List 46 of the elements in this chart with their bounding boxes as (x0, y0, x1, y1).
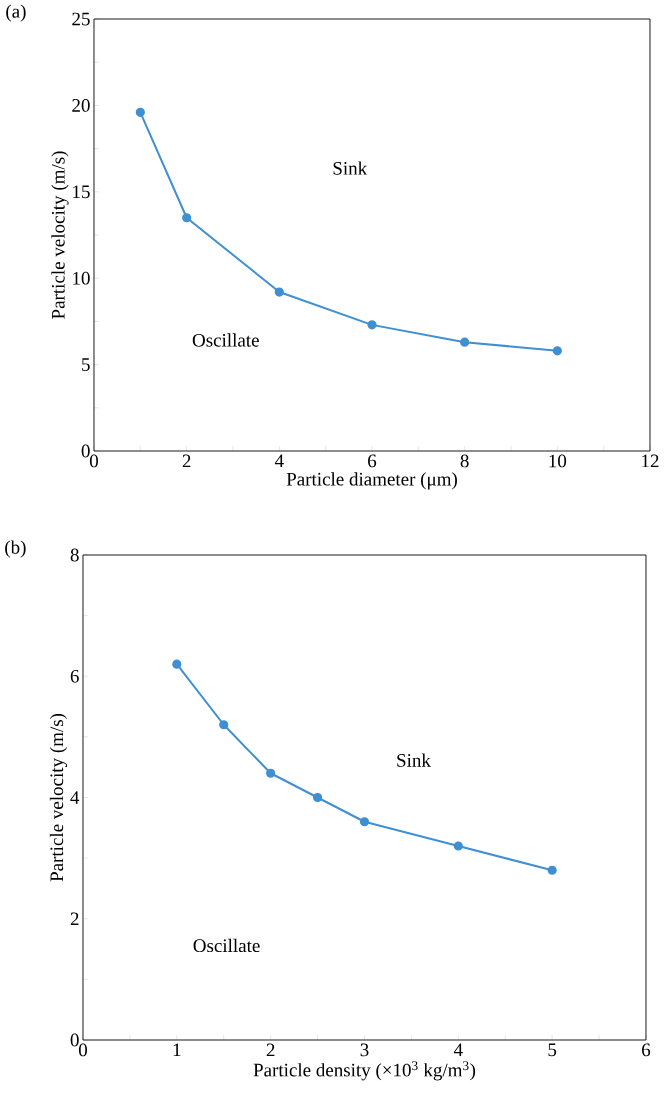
x-tick-label: 1 (173, 1043, 181, 1057)
y-tick-label: 0 (70, 1033, 79, 1047)
y-tick-label: 20 (72, 99, 90, 112)
chart-title: (b) (5, 540, 26, 558)
y-tick-label: 5 (82, 358, 90, 371)
y-tick-label: 15 (73, 185, 90, 199)
point (219, 720, 229, 730)
point (312, 792, 323, 803)
chart-title: (a) (6, 4, 26, 22)
point (172, 659, 182, 669)
point (182, 213, 192, 223)
x-axis-title: Particle density (×10$^{3}$ kg/m$^{3}$) (253, 1061, 476, 1081)
x-tick-label: 2 (266, 1043, 275, 1057)
x-tick-label: 6 (368, 454, 377, 468)
annotation: Sink (397, 753, 431, 767)
x-tick-label: 10 (549, 454, 567, 468)
x-tick-label: 4 (453, 1043, 463, 1057)
x-tick-label: 6 (642, 1043, 651, 1057)
point (453, 841, 463, 851)
point (547, 865, 557, 875)
point (274, 287, 284, 297)
annotation: Oscillate (192, 333, 259, 347)
y-axis-title: Particle velocity (m/s) (49, 713, 68, 882)
y-tick-label: 10 (73, 271, 90, 285)
x-tick-label: 2 (182, 454, 191, 468)
y-tick-label: 2 (70, 912, 79, 926)
x-tick-label: 4 (274, 454, 284, 468)
x-axis-title: Particle diameter (μm) (286, 472, 457, 490)
x-tick-label: 8 (460, 454, 469, 468)
x-tick-label: 3 (360, 1043, 369, 1057)
y-tick-label: 25 (72, 12, 90, 26)
y-tick-label: 4 (70, 791, 80, 804)
point (359, 817, 370, 827)
point (266, 768, 276, 778)
y-tick-label: 6 (70, 669, 79, 683)
y-axis-title: Particle velocity (m/s) (51, 151, 69, 319)
annotation: Oscillate (193, 938, 260, 953)
point (460, 337, 470, 347)
y-tick-label: 0 (81, 444, 90, 458)
point (135, 107, 145, 117)
annotation: Sink (333, 161, 368, 175)
x-tick-label: 12 (642, 454, 659, 468)
x-tick-label: 5 (548, 1043, 557, 1057)
y-tick-label: 8 (70, 548, 79, 562)
point (367, 320, 377, 330)
point (552, 346, 562, 356)
